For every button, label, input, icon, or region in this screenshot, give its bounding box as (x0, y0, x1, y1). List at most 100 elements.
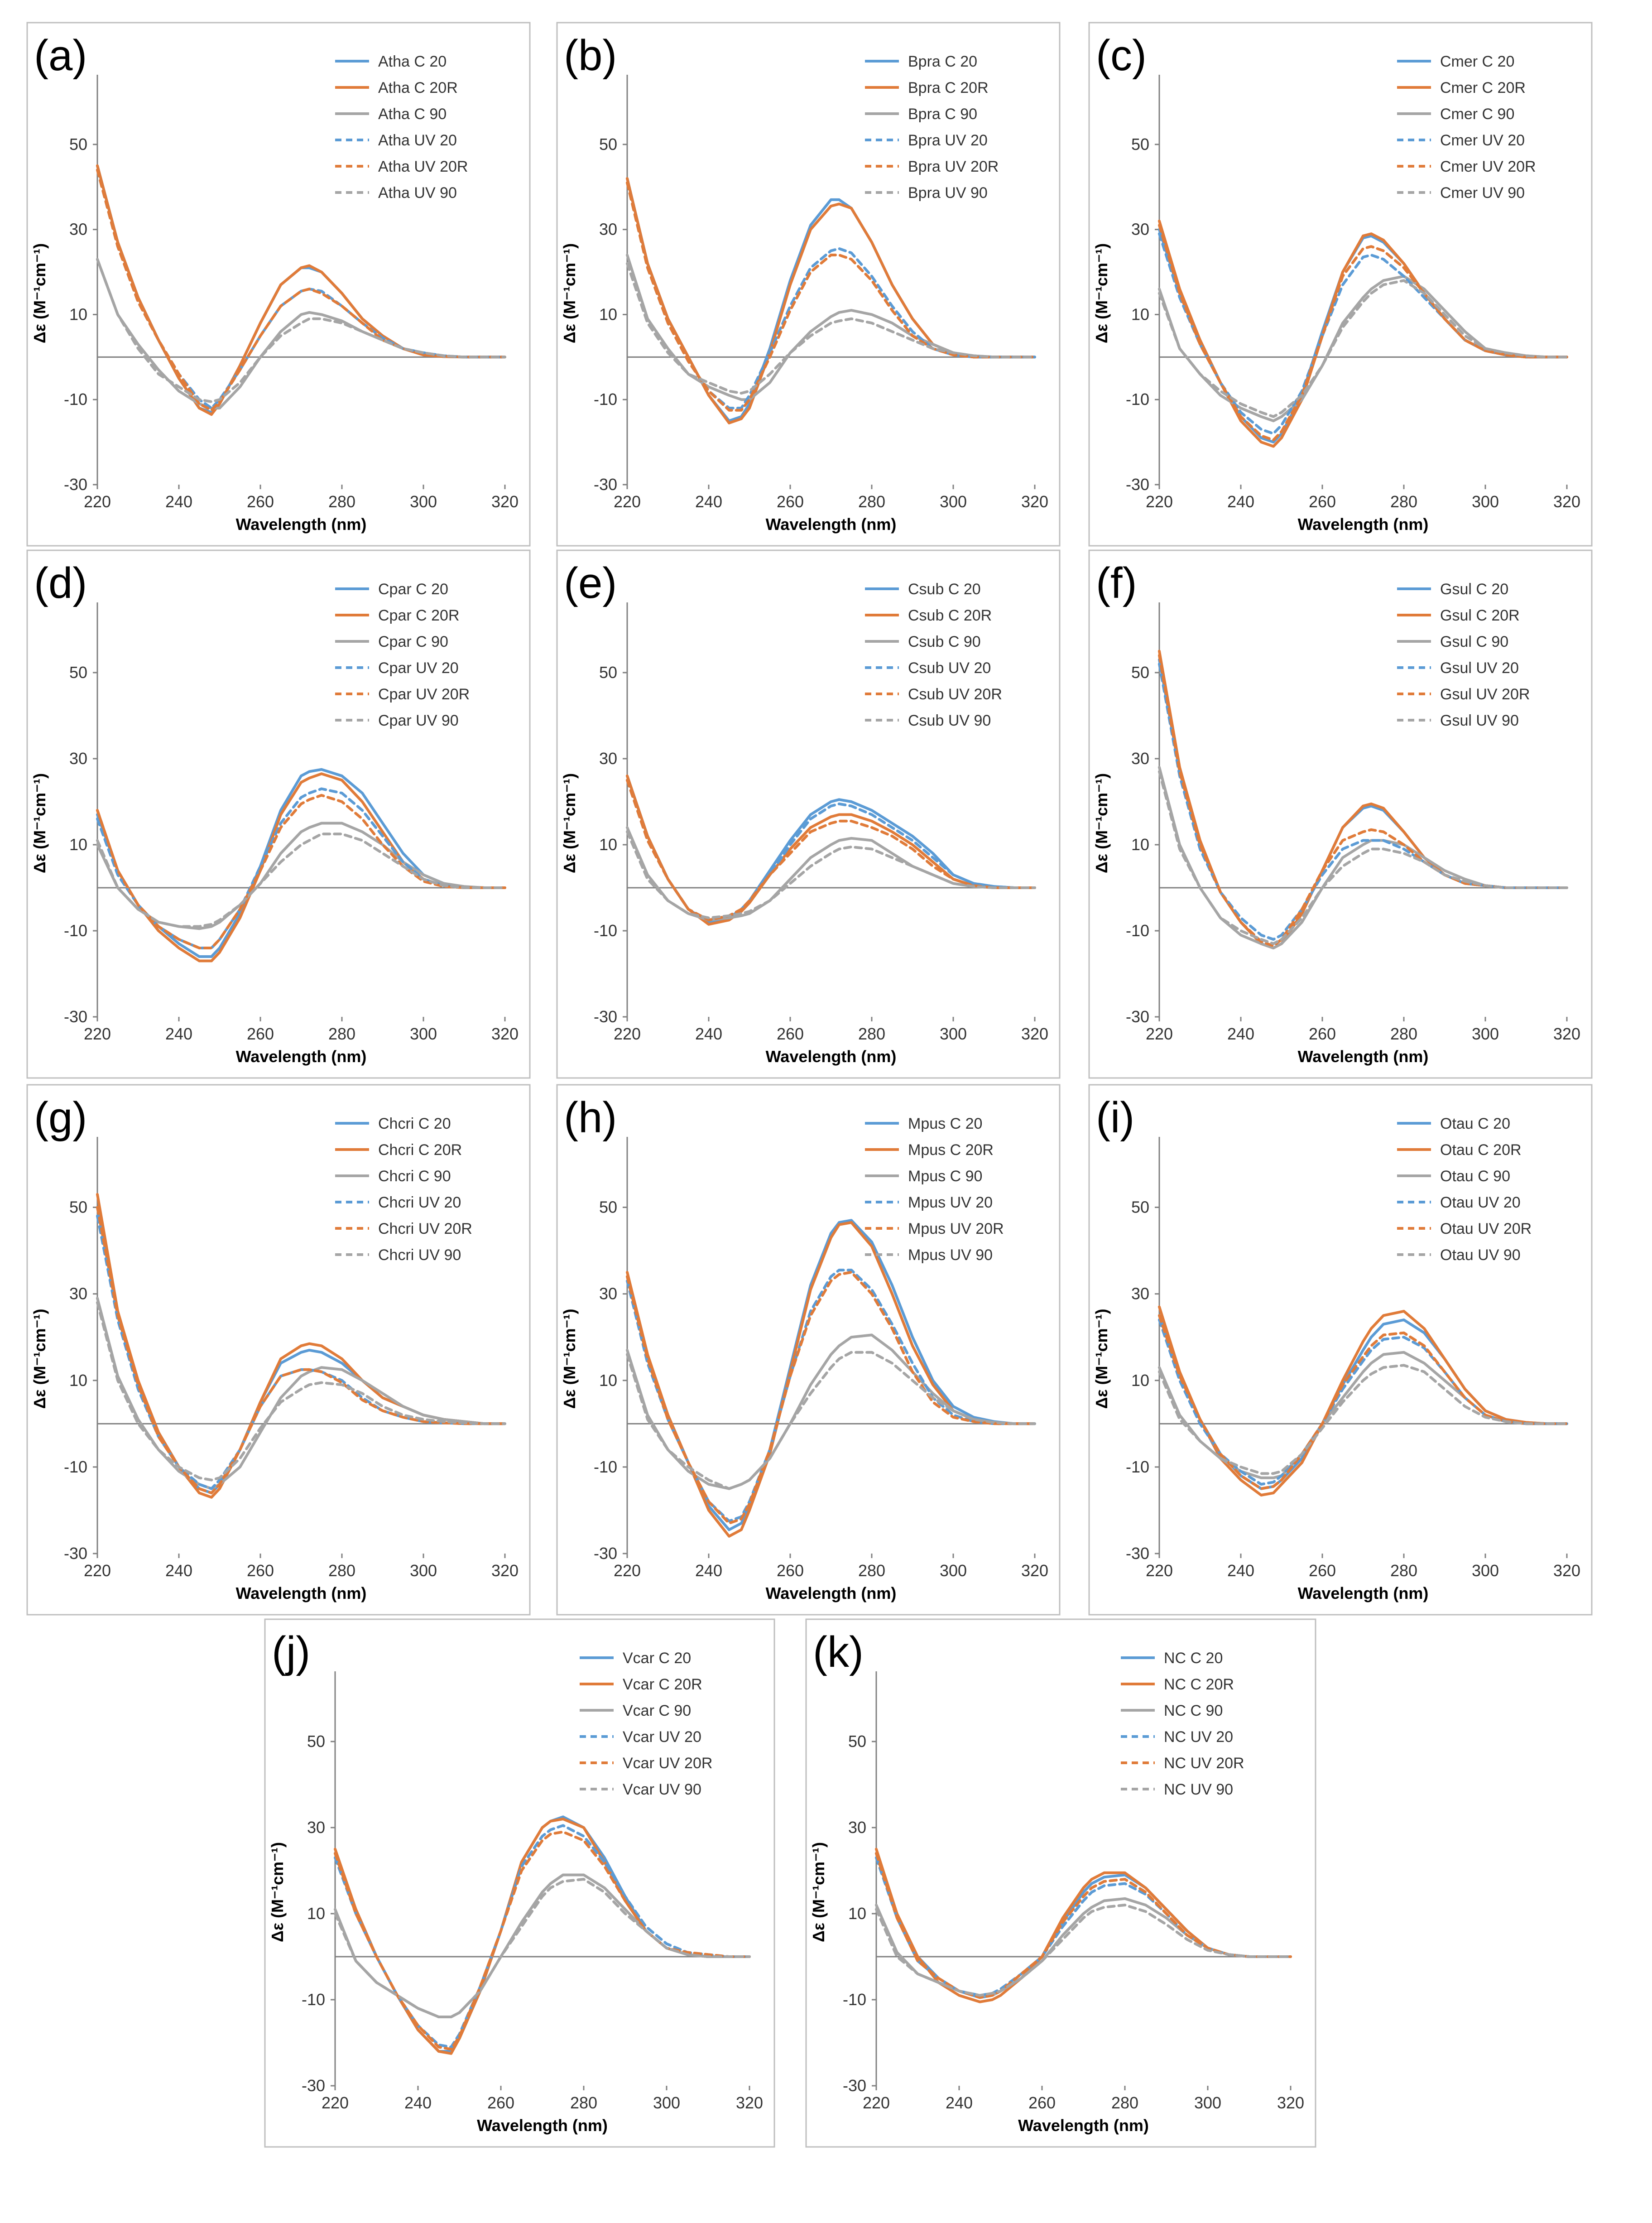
panel-letter: (k) (813, 1628, 864, 1676)
panel-i: (i) -30 -10 10 30 50 220 240 260 280 300 320 Wavelen… (1088, 1084, 1593, 1616)
series-line (1158, 279, 1568, 418)
series-line (96, 822, 506, 930)
panel-c: (c) -30 -10 10 30 50 220 240 260 280 300 320 Wavelen… (1088, 22, 1593, 547)
legend-entry: Bpra UV 90 (908, 184, 988, 202)
x-tick-label: 320 (1021, 492, 1048, 511)
panel-frame (556, 1084, 1061, 1616)
x-tick-label: 320 (736, 2093, 763, 2112)
panel-frame (26, 549, 531, 1079)
y-tick-label: 50 (599, 1198, 617, 1217)
x-tick-label: 300 (1472, 1561, 1499, 1580)
x-tick-label: 280 (328, 1561, 355, 1580)
y-axis-title: Δε (M⁻¹cm⁻¹) (560, 1309, 579, 1409)
series-line (96, 794, 506, 949)
y-tick-label: -10 (64, 1458, 87, 1476)
series-line (96, 168, 506, 412)
y-tick-label: 30 (599, 1285, 617, 1303)
y-tick-label: -10 (843, 1990, 866, 2009)
legend-entry: Bpra UV 20 (908, 132, 988, 149)
y-tick-label: 50 (69, 1198, 87, 1217)
y-tick-label: 50 (69, 663, 87, 682)
y-tick-label: 30 (1131, 220, 1149, 239)
x-tick-label: 320 (1277, 2093, 1304, 2112)
y-tick-label: -30 (64, 475, 87, 494)
series-line (626, 1351, 1036, 1490)
legend-entry: Chcri C 20 (378, 1115, 451, 1132)
y-axis-title: Δε (M⁻¹cm⁻¹) (1092, 1309, 1111, 1409)
legend-entry: Mpus C 90 (908, 1168, 982, 1185)
legend-entry: Gsul C 20 (1440, 581, 1508, 598)
legend-entry: Mpus UV 90 (908, 1246, 993, 1264)
x-tick-label: 280 (1390, 492, 1417, 511)
y-axis-title: Δε (M⁻¹cm⁻¹) (30, 773, 49, 873)
y-tick-label: 10 (69, 1371, 87, 1390)
x-tick-label: 240 (695, 492, 722, 511)
panel-f: (f) -30 -10 10 30 50 220 240 260 280 300 320 Wavelen… (1088, 549, 1593, 1079)
legend-entry: Cmer C 90 (1440, 106, 1514, 123)
legend-entry: Csub UV 20 (908, 659, 991, 677)
series-line (626, 177, 1036, 423)
y-tick-label: 50 (1131, 135, 1149, 154)
x-tick-label: 220 (84, 1561, 111, 1580)
panel-e: (e) -30 -10 10 30 50 220 240 260 280 300 320 Wavelen… (556, 549, 1061, 1079)
series-line (96, 1206, 506, 1495)
panel-letter: (i) (1096, 1093, 1134, 1142)
x-tick-label: 300 (1194, 2093, 1221, 2112)
x-tick-label: 320 (1553, 1561, 1580, 1580)
x-tick-label: 260 (247, 1561, 274, 1580)
series-line (626, 775, 1036, 926)
series-line (626, 177, 1036, 424)
x-tick-label: 300 (940, 1025, 967, 1043)
y-tick-label: -10 (1126, 1458, 1149, 1476)
y-tick-label: -30 (64, 1544, 87, 1563)
x-tick-label: 220 (84, 1025, 111, 1043)
x-axis-title: Wavelength (nm) (766, 1047, 897, 1066)
legend-entry: Gsul C 20R (1440, 607, 1520, 624)
y-axis-title: Δε (M⁻¹cm⁻¹) (268, 1842, 287, 1942)
legend-entry: Chcri UV 20R (378, 1220, 472, 1237)
panel-frame (26, 1084, 531, 1616)
panel-frame (1088, 549, 1593, 1079)
x-tick-label: 300 (410, 1025, 437, 1043)
y-axis-title: Δε (M⁻¹cm⁻¹) (560, 243, 579, 343)
legend-entry: Cmer UV 20R (1440, 158, 1536, 175)
legend-entry: Chcri UV 90 (378, 1246, 461, 1264)
x-tick-label: 220 (863, 2093, 890, 2112)
panel-j: (j) -30 -10 10 30 50 220 240 260 280 300 320 Wavelen… (264, 1618, 775, 2148)
series-line (626, 262, 1036, 395)
panel-frame (264, 1618, 775, 2148)
series-line (626, 1270, 1036, 1525)
x-axis-title: Wavelength (nm) (236, 1047, 367, 1066)
x-tick-label: 320 (1021, 1025, 1048, 1043)
legend-entry: Mpus C 20R (908, 1141, 994, 1159)
y-tick-label: -30 (594, 475, 617, 494)
x-tick-label: 300 (410, 1561, 437, 1580)
legend-entry: Vcar UV 90 (623, 1781, 701, 1798)
y-axis-title: Δε (M⁻¹cm⁻¹) (1092, 243, 1111, 343)
x-axis-title: Wavelength (nm) (766, 1584, 897, 1602)
panel-b: (b) -30 -10 10 30 50 220 240 260 280 300 320 Wavelen… (556, 22, 1061, 547)
panel-g: (g) -30 -10 10 30 50 220 240 260 280 300 320 Wavelen… (26, 1084, 531, 1616)
legend-entry: Chcri C 90 (378, 1168, 451, 1185)
x-tick-label: 280 (328, 492, 355, 511)
x-tick-label: 220 (1146, 1561, 1173, 1580)
series-line (334, 1815, 751, 2053)
legend-entry: Otau C 90 (1440, 1168, 1510, 1185)
x-tick-label: 240 (165, 1025, 192, 1043)
legend-entry: Gsul UV 20R (1440, 686, 1530, 703)
x-tick-label: 300 (1472, 1025, 1499, 1043)
x-tick-label: 260 (777, 1025, 804, 1043)
y-tick-label: 50 (848, 1732, 866, 1751)
series-line (626, 826, 1036, 922)
legend-entry: Otau C 20R (1440, 1141, 1522, 1159)
x-tick-label: 220 (614, 1025, 641, 1043)
y-tick-label: 30 (1131, 1285, 1149, 1303)
series-line (875, 1852, 1292, 1999)
y-tick-label: 10 (69, 835, 87, 854)
legend-entry: Vcar UV 20 (623, 1728, 701, 1746)
legend-entry: Vcar C 20 (623, 1650, 691, 1667)
series-line (1158, 232, 1568, 435)
x-tick-label: 260 (1309, 1561, 1336, 1580)
y-tick-label: -10 (594, 1458, 617, 1476)
x-tick-label: 220 (1146, 492, 1173, 511)
